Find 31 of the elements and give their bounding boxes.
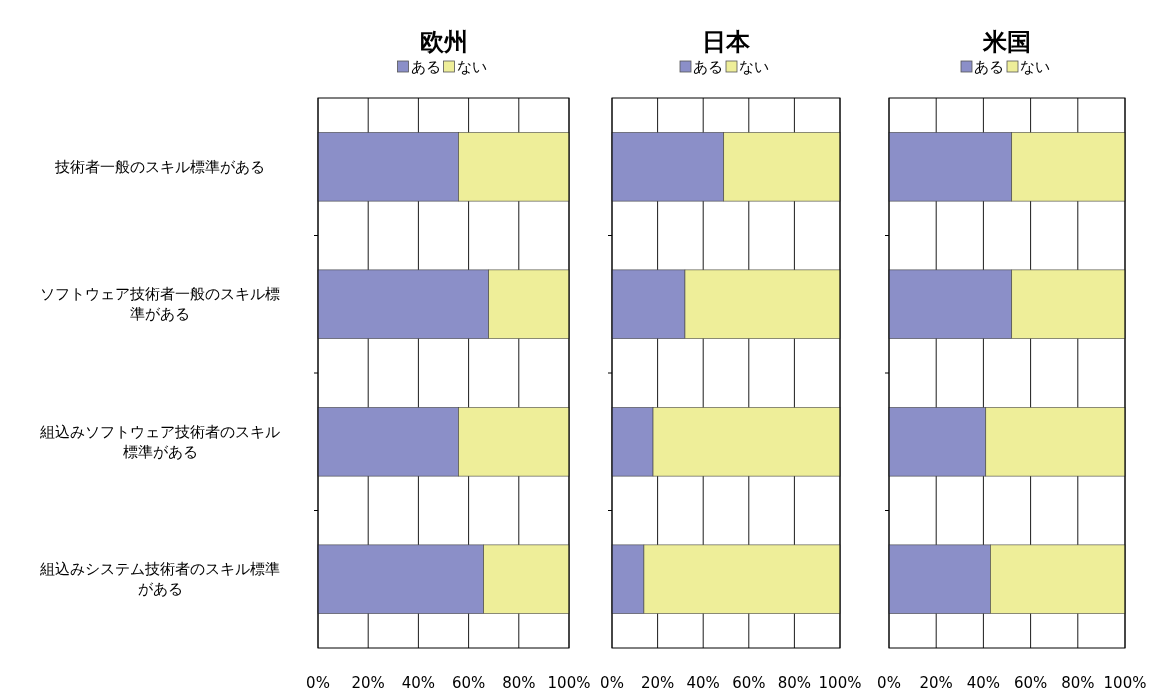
y-tick-label: 技術者一般のスキル標準がある xyxy=(54,158,265,175)
legend-label: ある xyxy=(693,58,723,76)
x-tick-label: 20% xyxy=(919,674,953,692)
x-tick-label: 0% xyxy=(877,674,901,692)
y-tick-label: 組込みソフトウェア技術者のスキル標準がある xyxy=(39,423,280,460)
x-tick-label: 100% xyxy=(547,674,591,692)
x-tick-label: 40% xyxy=(966,674,1001,692)
legend-label: ない xyxy=(1020,58,1050,76)
chart-title: 欧州 xyxy=(419,28,468,56)
legend-label: ない xyxy=(456,58,487,76)
x-tick-label: 100% xyxy=(818,674,862,692)
legend-label: ない xyxy=(739,58,769,76)
x-tick-label: 40% xyxy=(401,674,436,692)
chart-title: 日本 xyxy=(702,28,751,56)
x-tick-label: 100% xyxy=(1103,674,1147,692)
x-tick-label: 40% xyxy=(686,674,720,692)
legend-label: ある xyxy=(974,58,1004,76)
y-tick-label: 組込みシステム技術者のスキル標準がある xyxy=(39,561,280,598)
x-tick-label: 60% xyxy=(451,674,486,692)
x-tick-label: 20% xyxy=(351,674,385,692)
x-tick-label: 80% xyxy=(777,674,812,692)
x-tick-label: 60% xyxy=(732,674,766,692)
legend-label: ある xyxy=(410,58,441,76)
x-tick-label: 80% xyxy=(502,674,536,692)
x-tick-label: 20% xyxy=(640,674,675,692)
x-tick-label: 0% xyxy=(600,674,624,692)
x-tick-label: 60% xyxy=(1013,674,1048,692)
x-tick-label: 80% xyxy=(1061,674,1095,692)
chart-title: 米国 xyxy=(982,28,1031,56)
y-tick-label: ソフトウェア技術者一般のスキル標準がある xyxy=(40,286,280,323)
x-tick-label: 0% xyxy=(306,674,330,692)
